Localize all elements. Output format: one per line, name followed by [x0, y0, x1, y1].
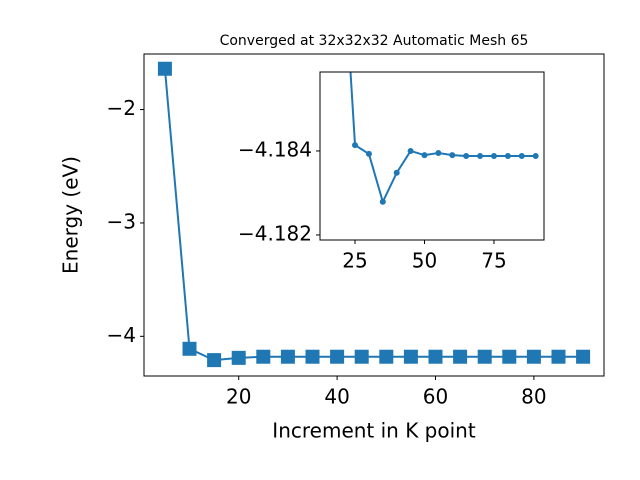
marker: [421, 152, 428, 159]
marker: [256, 349, 271, 364]
x-tick-label: 80: [521, 385, 546, 409]
marker: [526, 349, 541, 364]
marker: [428, 349, 443, 364]
y-tick-label: −4.184: [238, 137, 312, 161]
marker: [502, 349, 517, 364]
x-tick-label: 60: [423, 385, 448, 409]
marker: [477, 349, 492, 364]
marker: [403, 349, 418, 364]
marker: [365, 150, 372, 157]
marker: [330, 349, 345, 364]
marker: [551, 349, 566, 364]
series: [157, 61, 591, 368]
x-tick-label: 25: [342, 249, 367, 273]
axes-frame: [143, 53, 605, 377]
x-tick-label: 75: [481, 249, 506, 273]
x-axis-label: Increment in K point: [272, 419, 476, 443]
y-tick-label: −2: [107, 96, 136, 120]
marker: [463, 153, 470, 159]
marker: [393, 169, 400, 176]
marker: [532, 153, 539, 159]
y-tick-label: −4.182: [238, 221, 312, 245]
marker: [305, 349, 320, 364]
marker: [207, 353, 222, 368]
marker: [407, 147, 414, 154]
marker: [231, 350, 246, 365]
marker: [576, 349, 591, 364]
axes-frame: [319, 71, 545, 241]
marker: [477, 153, 484, 159]
marker: [449, 152, 456, 159]
chart-title: Converged at 32x32x32 Automatic Mesh 65: [220, 33, 529, 49]
y-tick-label: −4: [107, 323, 136, 347]
x-tick-label: 50: [412, 249, 437, 273]
marker: [354, 349, 369, 364]
marker: [379, 198, 386, 205]
marker: [453, 349, 468, 364]
marker: [157, 61, 172, 76]
marker: [379, 349, 394, 364]
marker: [490, 153, 497, 159]
x-tick-label: 40: [324, 385, 349, 409]
y-tick-label: −3: [107, 209, 136, 233]
marker: [352, 142, 359, 149]
marker: [435, 150, 442, 157]
marker: [182, 341, 197, 356]
marker: [504, 153, 511, 159]
marker: [518, 153, 525, 159]
marker: [280, 349, 295, 364]
x-tick-label: 20: [226, 385, 251, 409]
series: [349, 72, 539, 205]
y-axis-label: Energy (eV): [59, 156, 83, 274]
